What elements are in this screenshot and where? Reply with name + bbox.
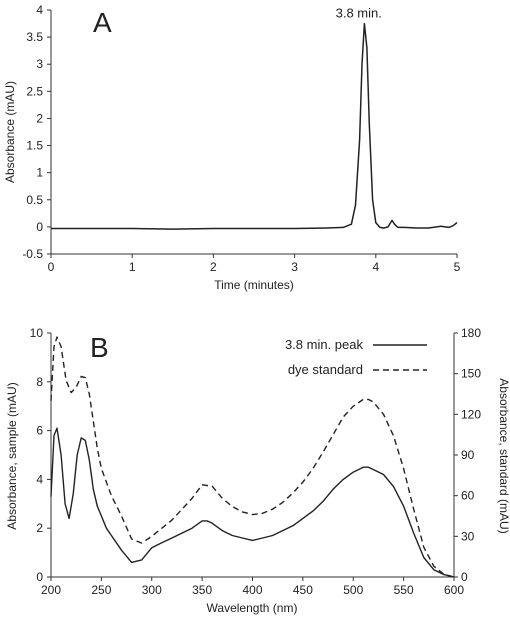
- chart-b-left-y-tick-label: 6: [36, 424, 43, 438]
- chart-b-x-tick-label: 200: [41, 583, 61, 597]
- chart-a-x-tick-label: 5: [454, 260, 461, 274]
- chart-a-x-tick-label: 1: [129, 260, 136, 274]
- chart-a-y-tick-label: 3.5: [26, 30, 43, 44]
- chart-a-series-line: [51, 22, 458, 230]
- chart-b-left-y-tick-label: 8: [36, 375, 43, 389]
- chart-b-legend: 3.8 min. peak dye standard: [285, 337, 427, 377]
- chart-b-left-y-axis-label: Absorbance, sample (mAU): [5, 382, 19, 529]
- chart-a-y-ticks: -0.5 0 0.5 1 1.5 2 2.5 3 3.5 4: [22, 3, 51, 261]
- chart-b-right-y-tick-label: 180: [461, 326, 481, 340]
- legend-label-standard: dye standard: [288, 362, 363, 377]
- chart-a-y-tick-label: 0.5: [26, 193, 43, 207]
- chart-a-y-tick-label: 2: [36, 111, 43, 125]
- chart-b-series-line-standard: [50, 336, 455, 578]
- legend-label-sample: 3.8 min. peak: [285, 337, 364, 352]
- chart-a-x-tick-label: 4: [372, 260, 379, 274]
- chart-b: 0 2 4 6 8 10 0 30 60 90 120 150 180 200 250 300 350 400…: [5, 326, 510, 615]
- chart-b-x-tick-label: 400: [242, 583, 262, 597]
- chart-b-series-line-sample: [50, 427, 455, 578]
- chart-b-left-y-tick-label: 10: [30, 326, 44, 340]
- chart-b-x-ticks: 200 250 300 350 400 450 500 550 600: [41, 577, 464, 597]
- chart-a-x-ticks: 0 1 2 3 4 5: [48, 254, 461, 274]
- chart-a-y-tick-label: 2.5: [26, 84, 43, 98]
- chart-b-left-y-tick-label: 2: [36, 521, 43, 535]
- chart-a-peak-annotation: 3.8 min.: [336, 6, 382, 21]
- chart-b-right-y-tick-label: 120: [461, 407, 481, 421]
- chart-b-series: [50, 336, 455, 578]
- chart-a-panel-label: A: [93, 7, 112, 38]
- chart-b-x-axis-label: Wavelength (nm): [207, 601, 298, 615]
- chart-b-left-y-tick-label: 4: [36, 472, 43, 486]
- chart-a-y-tick-label: 3: [36, 57, 43, 71]
- chart-b-right-y-tick-label: 60: [461, 489, 475, 503]
- chart-a-y-tick-label: 1: [36, 166, 43, 180]
- chart-a-frame: [50, 10, 457, 255]
- chart-b-x-tick-label: 600: [444, 583, 464, 597]
- chart-a-y-tick-label: -0.5: [22, 247, 43, 261]
- chart-b-x-tick-label: 500: [343, 583, 363, 597]
- chart-b-x-tick-label: 450: [293, 583, 313, 597]
- chart-b-right-y-tick-label: 90: [461, 448, 475, 462]
- chart-a-x-tick-label: 2: [210, 260, 217, 274]
- chart-b-panel-label: B: [90, 332, 109, 363]
- chart-a-x-tick-label: 3: [291, 260, 298, 274]
- chart-b-right-y-tick-label: 0: [461, 570, 468, 584]
- chart-a-y-tick-label: 4: [36, 3, 43, 17]
- chart-b-left-y-tick-label: 0: [36, 570, 43, 584]
- chart-b-right-y-axis-label: Absorbance, standard (mAU): [497, 378, 510, 533]
- chart-a-series: [51, 22, 458, 230]
- chart-a-x-axis-label: Time (minutes): [214, 278, 294, 292]
- chart-b-x-tick-label: 550: [394, 583, 414, 597]
- chart-a-x-tick-label: 0: [48, 260, 55, 274]
- chart-b-x-tick-label: 250: [91, 583, 111, 597]
- chart-b-x-tick-label: 350: [192, 583, 212, 597]
- chart-b-right-y-tick-label: 30: [461, 529, 475, 543]
- chart-b-right-y-ticks: 0 30 60 90 120 150 180: [454, 326, 481, 584]
- chart-a-y-tick-label: 1.5: [26, 139, 43, 153]
- chart-b-left-y-ticks: 0 2 4 6 8 10: [30, 326, 51, 584]
- chart-a-y-tick-label: 0: [36, 220, 43, 234]
- chart-b-x-tick-label: 300: [142, 583, 162, 597]
- chart-b-right-y-tick-label: 150: [461, 367, 481, 381]
- chart-a-y-axis-label: Absorbance (mAU): [3, 81, 17, 183]
